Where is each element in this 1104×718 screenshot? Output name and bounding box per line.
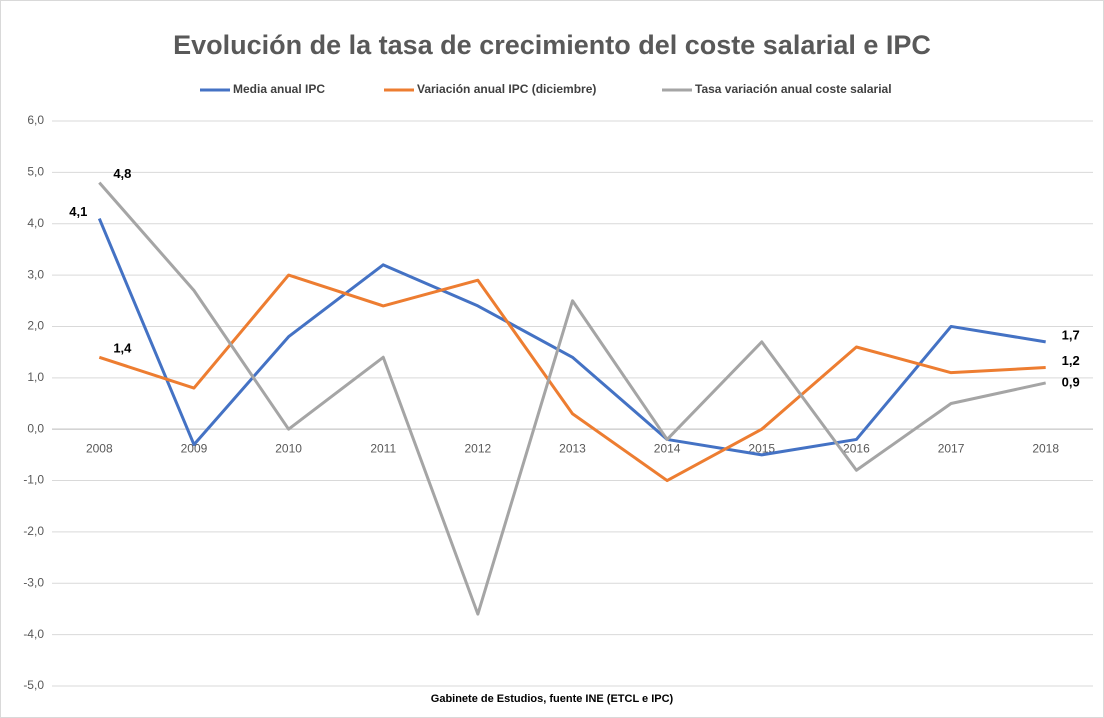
legend-label: Tasa variación anual coste salarial bbox=[695, 82, 892, 96]
series-line bbox=[98, 181, 1046, 616]
series-line bbox=[98, 273, 1046, 483]
x-tick-label: 2008 bbox=[86, 441, 113, 455]
data-label: 1,4 bbox=[113, 341, 132, 356]
x-tick-label: 2010 bbox=[275, 441, 302, 455]
y-tick-label: 6,0 bbox=[27, 113, 44, 127]
y-tick-label: -2,0 bbox=[23, 524, 44, 538]
data-label: 0,9 bbox=[1062, 374, 1080, 389]
y-tick-label: 5,0 bbox=[27, 165, 44, 179]
y-tick-label: 0,0 bbox=[27, 421, 44, 435]
series-line bbox=[97, 218, 1046, 457]
x-tick-label: 2014 bbox=[654, 441, 681, 455]
x-tick-label: 2009 bbox=[181, 441, 208, 455]
data-label: 4,8 bbox=[113, 166, 131, 181]
x-tick-label: 2012 bbox=[465, 441, 492, 455]
data-label: 4,1 bbox=[69, 204, 87, 219]
y-tick-label: -4,0 bbox=[23, 627, 44, 641]
legend-label: Variación anual IPC (diciembre) bbox=[417, 82, 596, 96]
x-tick-label: 2013 bbox=[559, 441, 586, 455]
caption: Gabinete de Estudios, fuente INE (ETCL e… bbox=[431, 693, 674, 705]
x-tick-label: 2016 bbox=[843, 441, 870, 455]
x-tick-label: 2017 bbox=[938, 441, 965, 455]
y-tick-label: 4,0 bbox=[27, 216, 44, 230]
y-tick-label: -1,0 bbox=[23, 473, 44, 487]
y-tick-label: -3,0 bbox=[23, 575, 44, 589]
chart-title: Evolución de la tasa de crecimiento del … bbox=[173, 30, 931, 60]
y-tick-label: 3,0 bbox=[27, 267, 44, 281]
legend-label: Media anual IPC bbox=[233, 82, 325, 96]
data-label: 1,7 bbox=[1062, 327, 1080, 342]
x-tick-label: 2011 bbox=[370, 441, 396, 455]
data-label: 1,2 bbox=[1062, 353, 1080, 368]
y-tick-label: 2,0 bbox=[27, 319, 44, 333]
y-tick-label: 1,0 bbox=[27, 370, 44, 384]
y-tick-label: -5,0 bbox=[23, 678, 44, 692]
x-tick-label: 2018 bbox=[1032, 441, 1059, 455]
x-tick-label: 2015 bbox=[748, 441, 775, 455]
